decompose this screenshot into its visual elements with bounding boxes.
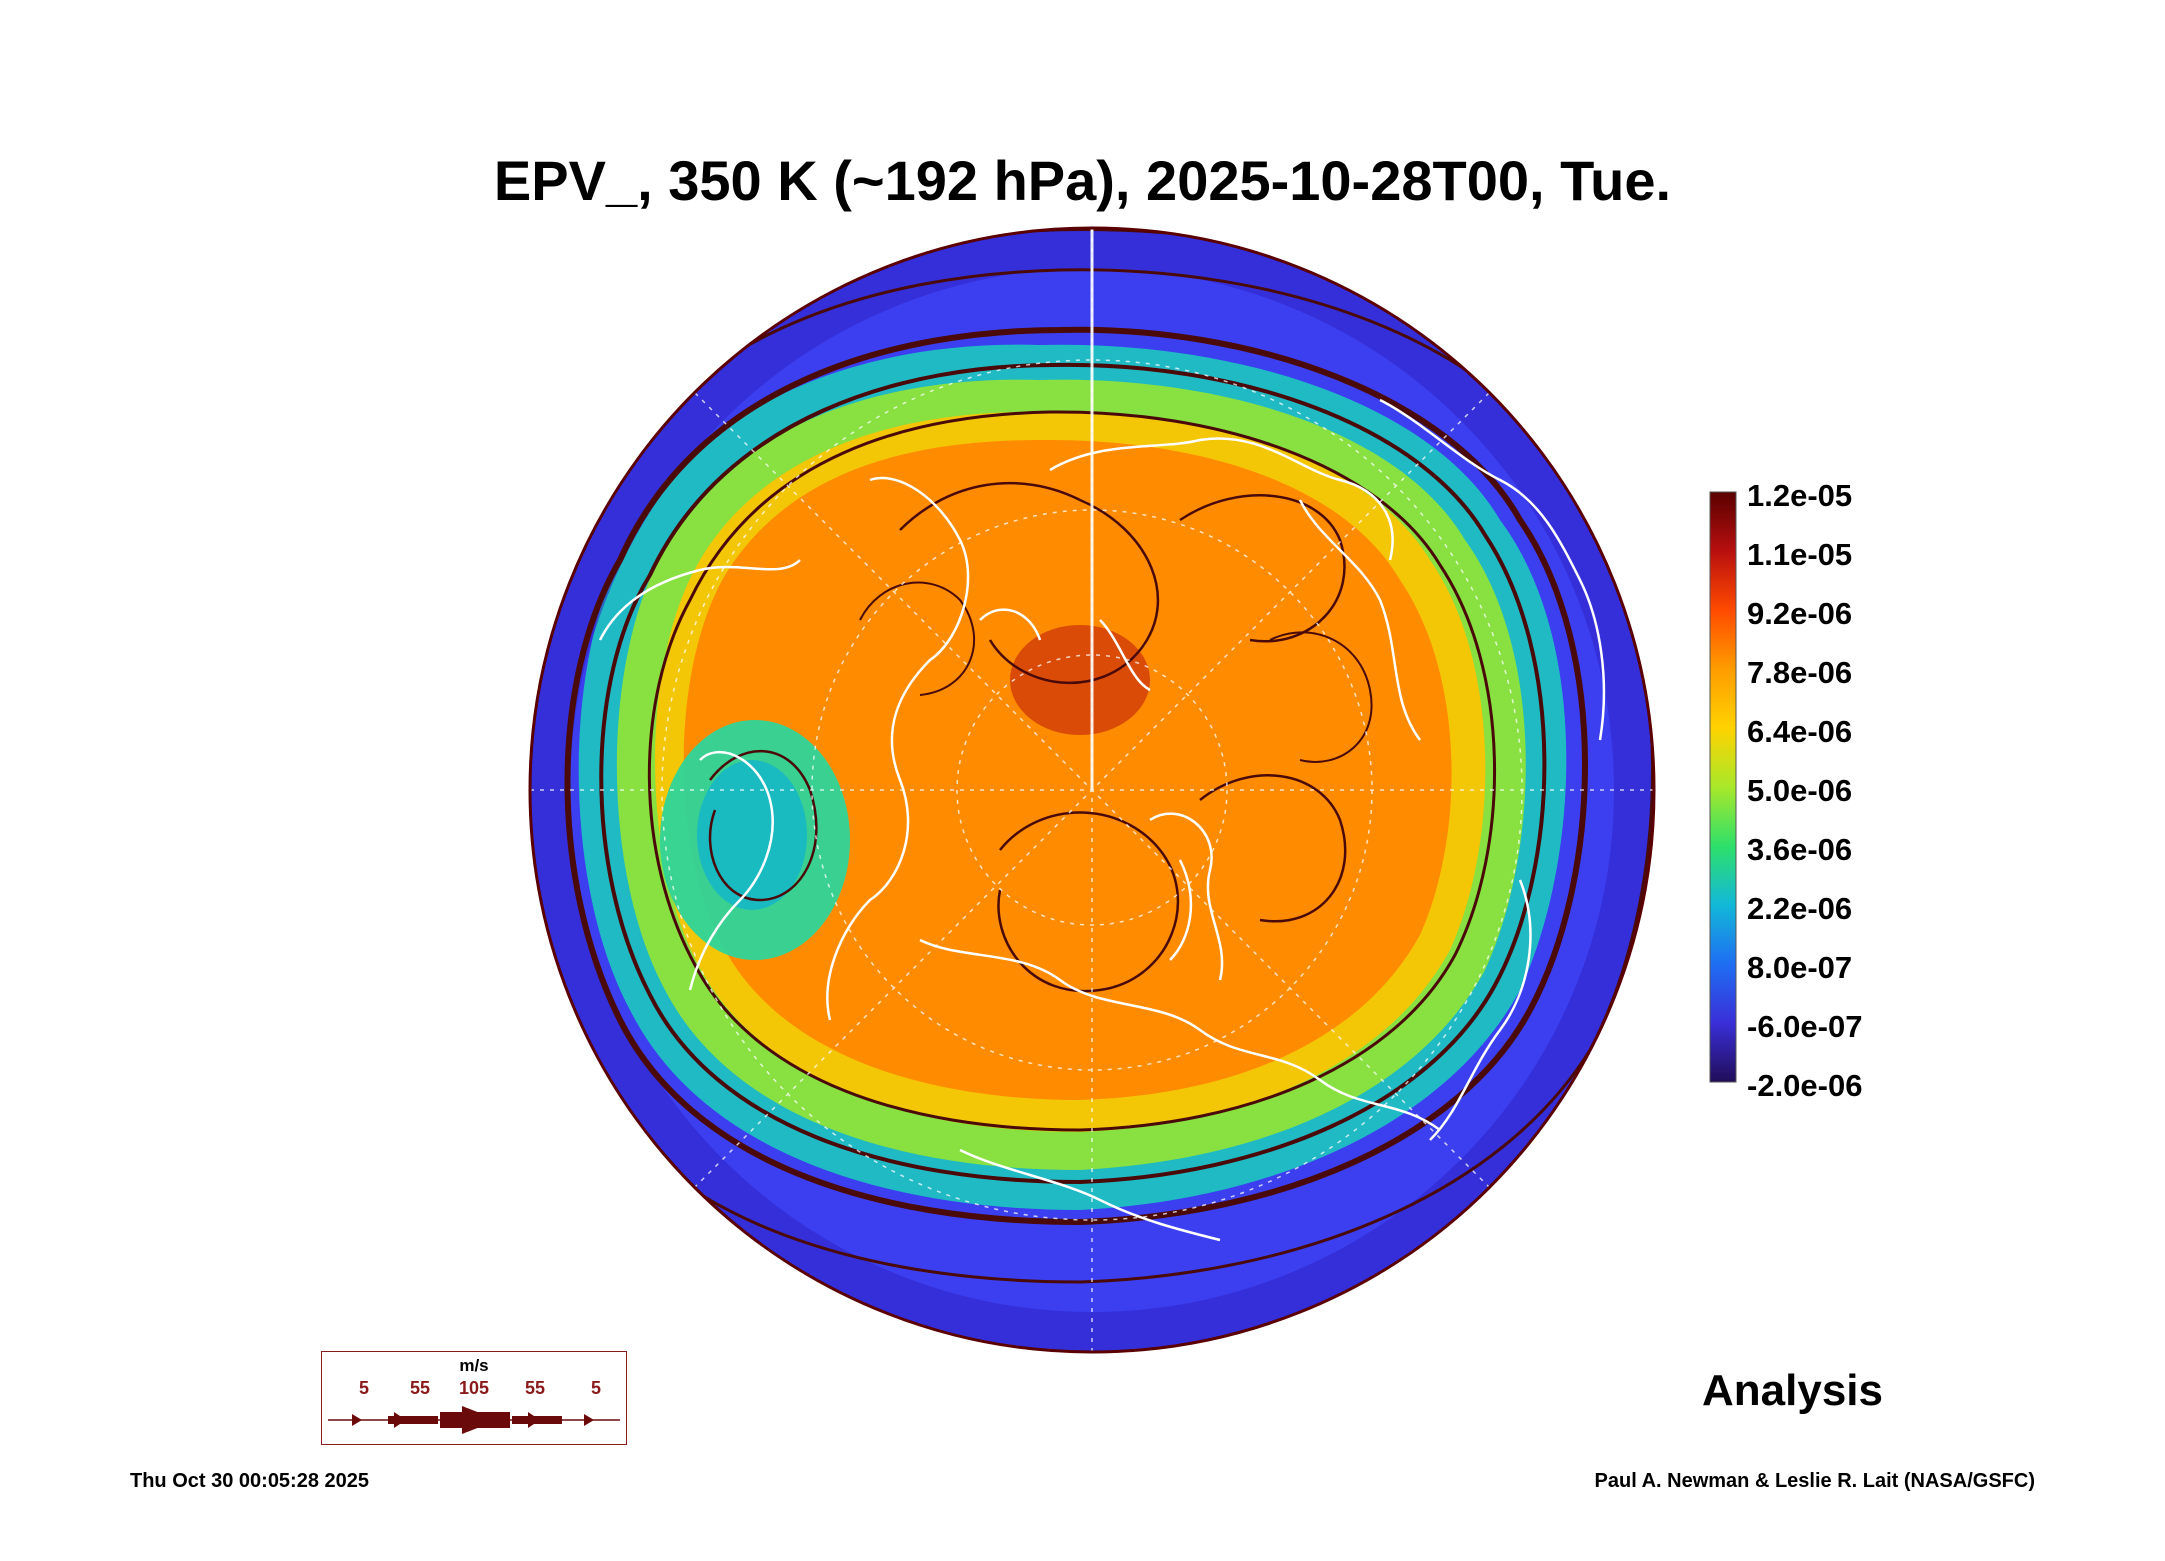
wind-legend-value: 55 (409, 1378, 431, 1398)
wind-legend-value: 5 (590, 1378, 601, 1398)
wind-legend-value: 5 (358, 1378, 369, 1398)
analysis-stamp: Analysis (1702, 1366, 1883, 1415)
colorbar-tick-label: 5.0e-06 (1747, 773, 1853, 808)
colorbar-tick-label: 7.8e-06 (1747, 655, 1853, 690)
globe (530, 228, 1654, 1352)
globe-border (528, 226, 1656, 1354)
wind-legend-unit: m/s (459, 1356, 489, 1375)
colorbar-tick-label: 9.2e-06 (1747, 596, 1853, 631)
wind-legend: m/s 5 55 105 55 5 (321, 1351, 627, 1445)
orange-high-pv-region (683, 439, 1452, 1100)
colorbar (1709, 491, 1737, 1083)
colorbar-tick-label: -6.0e-07 (1747, 1009, 1863, 1044)
generation-date: Thu Oct 30 00:05:28 2025 (130, 1470, 370, 1492)
colorbar-tick-label: -2.0e-06 (1747, 1068, 1863, 1103)
wind-legend-arrow (328, 1406, 620, 1434)
coastlines (598, 398, 1606, 1242)
colorbar-tick-label: 2.2e-06 (1747, 891, 1853, 926)
wind-legend-value: 105 (458, 1378, 490, 1398)
colorbar-tick-label: 8.0e-07 (1747, 950, 1853, 985)
plot-title: EPV_, 350 K (~192 hPa), 2025-10-28T00, T… (493, 149, 1672, 212)
credit: Paul A. Newman & Leslie R. Lait (NASA/GS… (1594, 1470, 2035, 1492)
wind-legend-value: 55 (524, 1378, 546, 1398)
colorbar-tick-label: 1.1e-05 (1747, 537, 1853, 572)
colorbar-tick-label: 3.6e-06 (1747, 832, 1853, 867)
colorbar-tick-label: 6.4e-06 (1747, 714, 1853, 749)
colorbar-tick-label: 1.2e-05 (1747, 478, 1853, 513)
high-pv-core (1010, 625, 1150, 735)
